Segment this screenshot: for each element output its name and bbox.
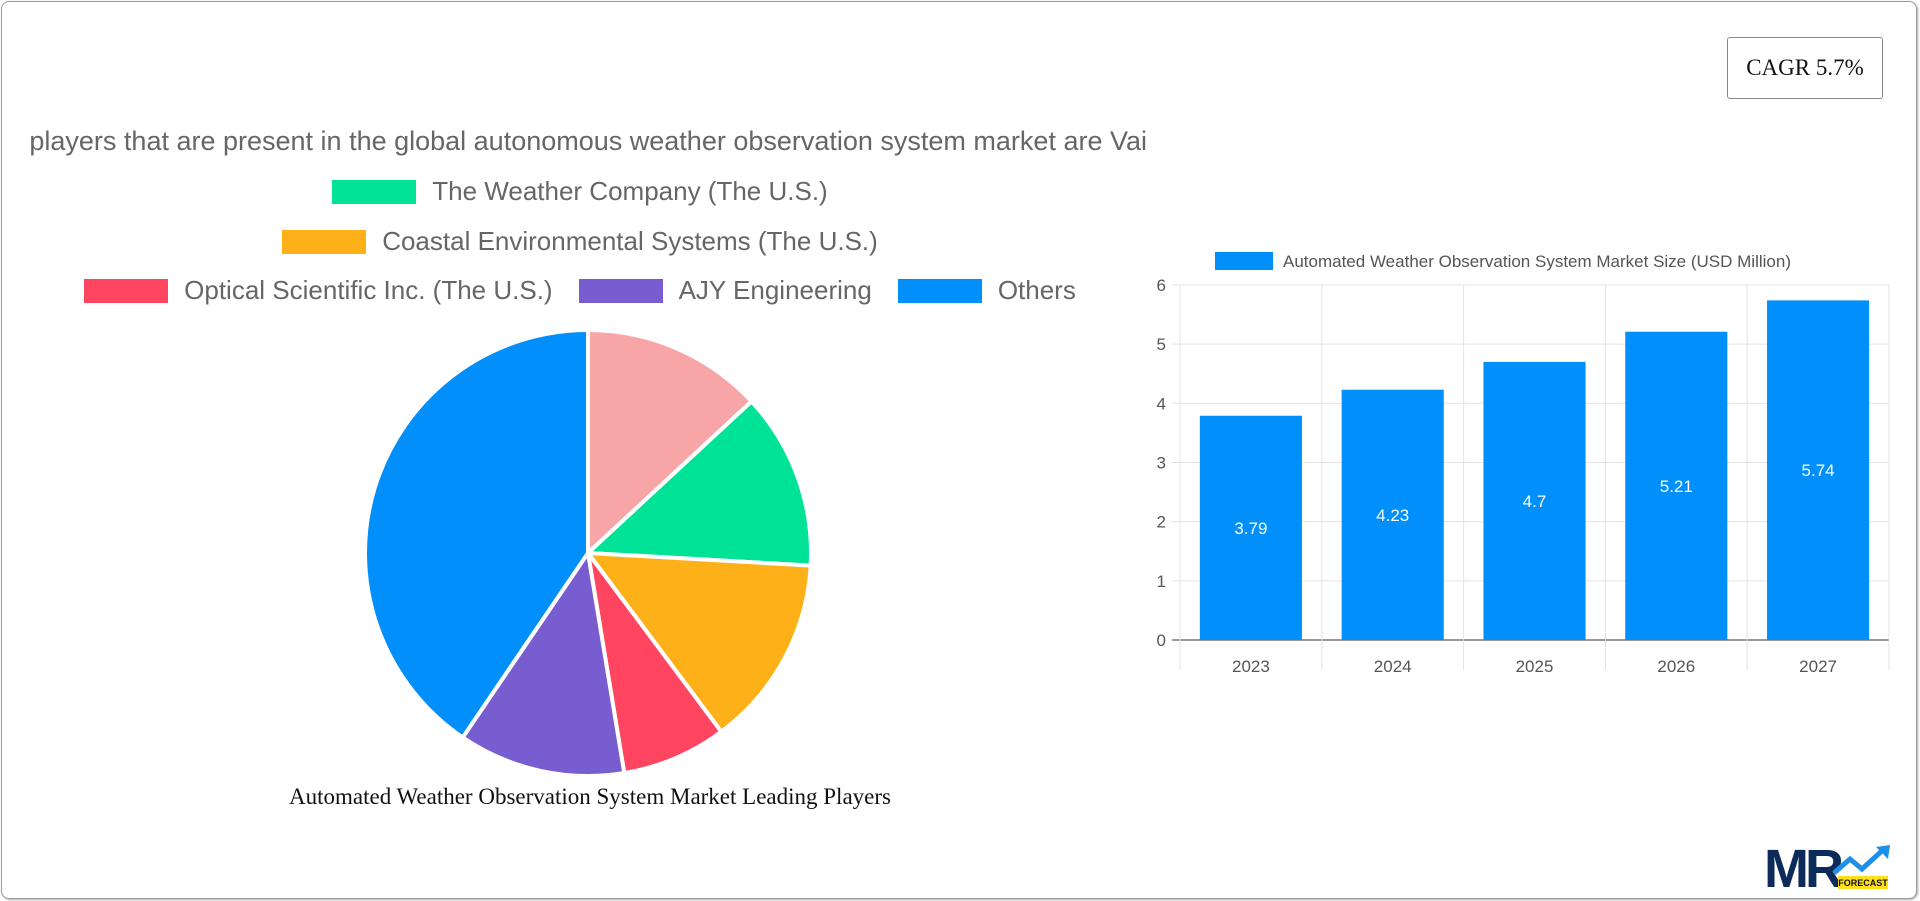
x-tick-label: 2023 [1232, 657, 1270, 676]
bar-2026 [1625, 331, 1728, 640]
bar-data-label: 5.21 [1660, 477, 1693, 496]
legend-label: Coastal Environmental Systems (The U.S.) [382, 226, 878, 256]
bar-data-label: 4.23 [1376, 506, 1409, 525]
x-tick-label: 2027 [1799, 657, 1837, 676]
bar-data-label: 5.74 [1802, 461, 1835, 480]
legend-item-coastal[interactable]: Coastal Environmental Systems (The U.S.) [282, 226, 878, 257]
legend-item-ajy[interactable]: AJY Engineering [578, 275, 872, 306]
pie-slice-2 [583, 550, 813, 735]
x-tick-label: 2026 [1657, 657, 1695, 676]
bar-2023 [1199, 415, 1302, 640]
pie-legend-row-3: Optical Scientific Inc. (The U.S.) AJY E… [0, 275, 1160, 306]
svg-text:MR: MR [1764, 843, 1843, 891]
cagr-badge: CAGR 5.7% [1727, 37, 1883, 99]
x-tick-label: 2024 [1374, 657, 1412, 676]
bar-2025 [1483, 361, 1586, 640]
svg-text:FORECAST: FORECAST [1838, 878, 1888, 888]
legend-swatch [897, 278, 982, 303]
pie-title-text: Some of the key players that are present… [27, 126, 1147, 156]
pie-title: Some of the key players that are present… [27, 126, 1147, 157]
y-tick-label: 2 [1157, 513, 1166, 532]
pie-slice-3 [586, 551, 725, 776]
y-tick-label: 6 [1157, 276, 1166, 295]
mr-forecast-logo: MR FORECAST [1764, 839, 1894, 899]
x-tick-label: 2025 [1516, 657, 1554, 676]
legend-label: AJY Engineering [678, 275, 872, 305]
bar-data-label: 3.79 [1234, 519, 1267, 538]
pie-slice-0 [586, 327, 755, 558]
y-tick-label: 0 [1157, 631, 1166, 650]
pie-slice-4 [459, 547, 627, 778]
legend-swatch [282, 229, 367, 254]
pie-caption: Automated Weather Observation System Mar… [289, 784, 891, 809]
pie-slice-1 [583, 398, 813, 568]
legend-label: The Weather Company (The U.S.) [432, 176, 828, 206]
legend-item-optical[interactable]: Optical Scientific Inc. (The U.S.) [84, 275, 553, 306]
bar-2024 [1341, 389, 1444, 640]
y-tick-label: 4 [1157, 394, 1166, 413]
legend-label: Others [997, 275, 1076, 305]
y-tick-label: 1 [1157, 572, 1166, 591]
bar-data-label: 4.7 [1523, 492, 1547, 511]
pie-legend-row-2: Coastal Environmental Systems (The U.S.) [0, 226, 1160, 257]
bar-legend-label: Automated Weather Observation System Mar… [1283, 252, 1791, 271]
bar-legend-swatch [1215, 252, 1273, 270]
legend-label: Optical Scientific Inc. (The U.S.) [184, 275, 553, 305]
y-tick-label: 3 [1157, 454, 1166, 473]
pie-slice-5 [363, 327, 590, 741]
logo-graphic: MR FORECAST [1764, 839, 1890, 899]
bar-2027 [1767, 300, 1870, 640]
legend-item-weather-company[interactable]: The Weather Company (The U.S.) [332, 176, 828, 207]
legend-swatch [84, 278, 169, 303]
pie-legend-row-1: The Weather Company (The U.S.) [0, 176, 1160, 207]
legend-swatch [332, 179, 417, 204]
legend-item-others[interactable]: Others [897, 275, 1076, 306]
legend-swatch [578, 278, 663, 303]
y-tick-label: 5 [1157, 335, 1166, 354]
